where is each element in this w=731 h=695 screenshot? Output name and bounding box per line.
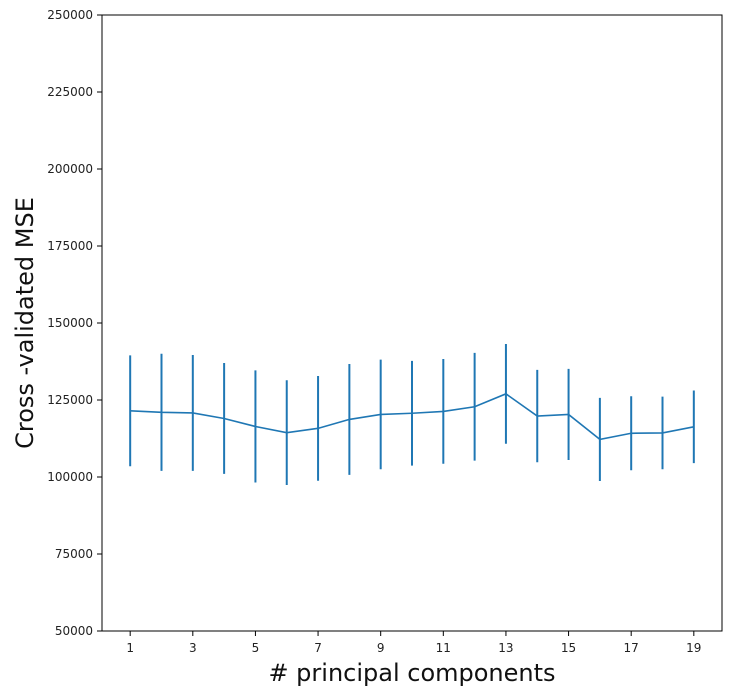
x-tick-label: 5: [252, 641, 260, 655]
x-tick-label: 9: [377, 641, 385, 655]
y-tick-label: 150000: [47, 316, 93, 330]
x-axis-title: # principal components: [268, 659, 555, 687]
y-tick-label: 100000: [47, 470, 93, 484]
y-tick-label: 200000: [47, 162, 93, 176]
y-axis: 50000 75000 100000 125000 150000 175000 200000…: [47, 8, 102, 638]
y-tick-label: 175000: [47, 239, 93, 253]
x-tick-label: 17: [624, 641, 639, 655]
plot-area: [101, 14, 723, 632]
x-tick-label: 11: [436, 641, 451, 655]
series-line: [130, 392, 694, 441]
y-tick-label: 250000: [47, 8, 93, 22]
y-tick-label: 125000: [47, 393, 93, 407]
x-tick-label: 19: [686, 641, 701, 655]
y-tick-label: 50000: [55, 624, 93, 638]
x-tick-label: 3: [189, 641, 197, 655]
x-tick-label: 13: [498, 641, 513, 655]
y-tick-label: 225000: [47, 85, 93, 99]
x-tick-label: 7: [314, 641, 322, 655]
y-axis-title: Cross -validated MSE: [11, 197, 39, 449]
y-tick-label: 75000: [55, 547, 93, 561]
x-tick-label: 15: [561, 641, 576, 655]
x-tick-label: 1: [126, 641, 134, 655]
x-axis: 1 3 5 7 9 11 13 15 17 19: [126, 631, 701, 655]
